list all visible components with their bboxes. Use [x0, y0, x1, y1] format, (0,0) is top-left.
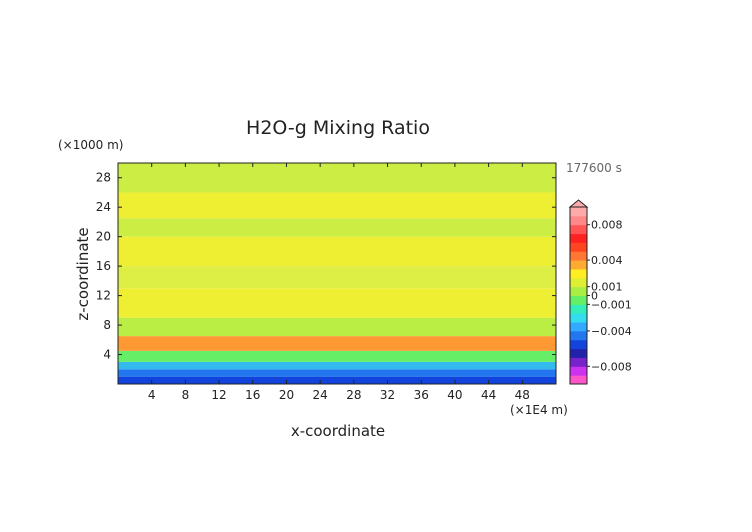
y-tick-label-6: 28 — [96, 171, 111, 185]
heatmap-band-10 — [118, 192, 556, 219]
colorbar-swatch-2 — [570, 357, 587, 367]
chart-title: H2O-g Mixing Ratio — [246, 117, 430, 139]
heatmap-band-7 — [118, 266, 556, 289]
heatmap-band-1 — [118, 369, 556, 377]
x-tick-label-8: 36 — [414, 388, 429, 402]
x-unit-label: (×1E4 m) — [510, 403, 568, 417]
colorbar-swatch-12 — [570, 268, 587, 279]
heatmap-band-5 — [118, 317, 556, 337]
colorbar-swatch-0 — [570, 375, 587, 385]
x-axis-label: x-coordinate — [291, 422, 385, 440]
colorbar — [568, 199, 589, 385]
colorbar-label-5: −0.004 — [591, 325, 632, 338]
y-axis-label: z-coordinate — [74, 227, 92, 320]
time-label: 177600 s — [566, 161, 622, 175]
colorbar-swatch-18 — [570, 215, 587, 226]
axis-ticks — [118, 163, 556, 384]
y-tick-label-3: 16 — [96, 259, 111, 273]
x-tick-label-0: 4 — [148, 388, 156, 402]
y-tick-label-5: 24 — [96, 200, 111, 214]
heatmap-band-4 — [118, 336, 556, 351]
x-tick-label-3: 16 — [245, 388, 260, 402]
colorbar-swatch-10 — [570, 286, 587, 296]
heatmap-band-6 — [118, 288, 556, 318]
colorbar-swatch-19 — [570, 207, 587, 217]
y-tick-label-0: 4 — [103, 348, 111, 362]
heatmap-plot — [118, 163, 556, 384]
heatmap-band-8 — [118, 236, 556, 267]
x-tick-label-7: 32 — [380, 388, 395, 402]
heatmap-band-11 — [118, 163, 556, 193]
colorbar-label-1: 0.004 — [591, 254, 623, 267]
colorbar-swatch-13 — [570, 260, 587, 270]
heatmap-band-2 — [118, 361, 556, 370]
y-unit-label: (×1000 m) — [58, 138, 123, 152]
y-tick-label-1: 8 — [103, 318, 111, 332]
colorbar-swatch-8 — [570, 304, 587, 314]
plot-frame — [117, 162, 557, 385]
y-tick-label-4: 20 — [96, 230, 111, 244]
x-tick-label-6: 28 — [346, 388, 361, 402]
colorbar-label-0: 0.008 — [591, 219, 623, 232]
colorbar-swatch-15 — [570, 242, 587, 252]
x-tick-label-10: 44 — [481, 388, 496, 402]
colorbar-label-4: −0.001 — [591, 298, 632, 311]
colorbar-swatch-16 — [570, 233, 587, 243]
heatmap-band-0 — [118, 376, 556, 384]
colorbar-label-3: 0 — [591, 290, 598, 303]
heatmap-band-3 — [118, 350, 556, 362]
y-tick-labels: 4 8 12 16 20 24 28 — [96, 171, 111, 362]
colorbar-swatch-3 — [570, 348, 587, 358]
colorbar-swatch-11 — [570, 277, 587, 288]
colorbar-swatch-1 — [570, 366, 587, 376]
x-tick-label-11: 48 — [515, 388, 530, 402]
colorbar-swatch-7 — [570, 313, 587, 323]
colorbar-swatch-14 — [570, 251, 587, 261]
colorbar-swatch-5 — [570, 330, 587, 341]
colorbar-swatch-4 — [570, 339, 587, 350]
x-tick-labels: 4 8 12 16 20 24 28 32 36 40 44 48 — [148, 388, 530, 402]
y-tick-label-2: 12 — [96, 289, 111, 303]
x-tick-label-5: 24 — [313, 388, 328, 402]
colorbar-swatch-17 — [570, 224, 587, 235]
x-tick-label-2: 12 — [211, 388, 226, 402]
heatmap-band-9 — [118, 218, 556, 237]
colorbar-swatch-9 — [570, 295, 587, 305]
colorbar-label-2: 0.001 — [591, 281, 623, 294]
colorbar-swatch-6 — [570, 322, 587, 332]
colorbar-label-6: −0.008 — [591, 360, 632, 373]
x-tick-label-4: 20 — [279, 388, 294, 402]
x-tick-label-1: 8 — [182, 388, 190, 402]
colorbar-over-arrow — [568, 199, 589, 208]
x-tick-label-9: 40 — [447, 388, 462, 402]
